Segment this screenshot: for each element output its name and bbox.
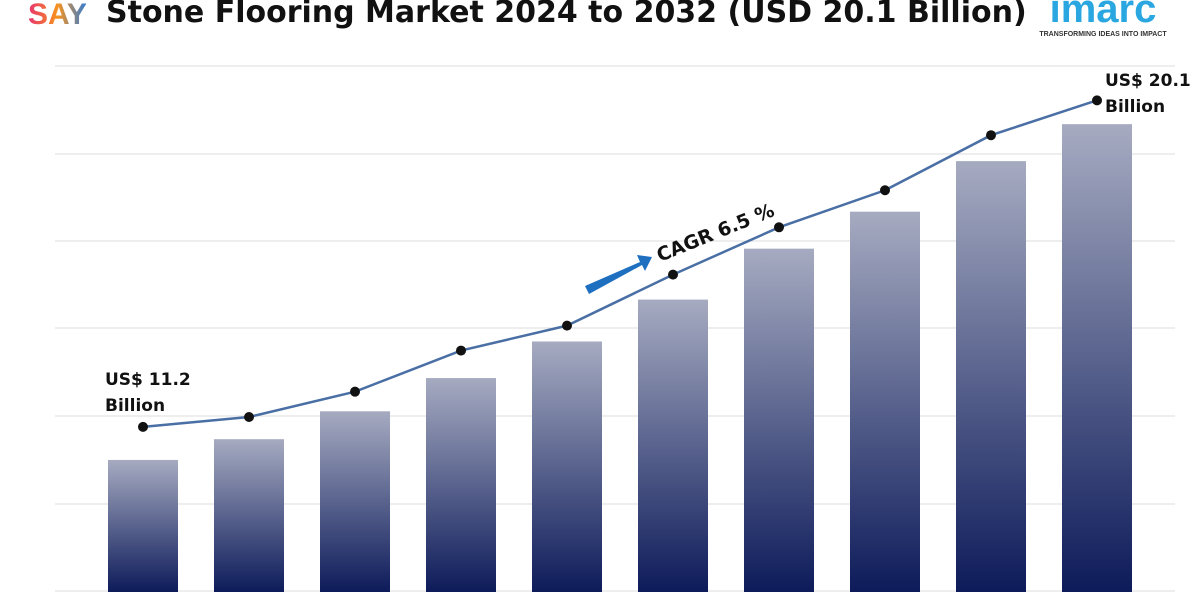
chart-title: Stone Flooring Market 2024 to 2032 (USD … — [106, 0, 1027, 30]
bar — [850, 211, 920, 593]
cagr-arrow — [585, 255, 652, 294]
bar — [320, 411, 390, 592]
trend-line — [142, 99, 1098, 429]
trend-point — [880, 185, 890, 196]
trend-point — [244, 411, 254, 422]
bar — [214, 439, 284, 592]
trend-point — [456, 345, 466, 356]
logo-right: imarc — [1050, 0, 1157, 31]
trend-point — [774, 222, 784, 233]
bar — [426, 378, 496, 592]
trend-point — [350, 386, 360, 397]
bar — [1062, 124, 1132, 592]
bar — [744, 248, 814, 593]
bar — [638, 299, 708, 592]
value-label: US$ 20.1 Billion — [1105, 71, 1191, 118]
bar — [108, 459, 178, 592]
logo-tagline: TRANSFORMING IDEAS INTO IMPACT — [1039, 31, 1167, 38]
trend-point — [986, 130, 996, 141]
bar — [532, 341, 602, 592]
trend-point — [562, 320, 572, 331]
trend-point — [668, 269, 678, 280]
value-label: US$ 11.2 Billion — [105, 369, 191, 416]
logo-left: SAY — [28, 0, 87, 31]
trend-point — [138, 421, 148, 432]
bar — [956, 161, 1026, 592]
trend-point — [1092, 95, 1102, 106]
